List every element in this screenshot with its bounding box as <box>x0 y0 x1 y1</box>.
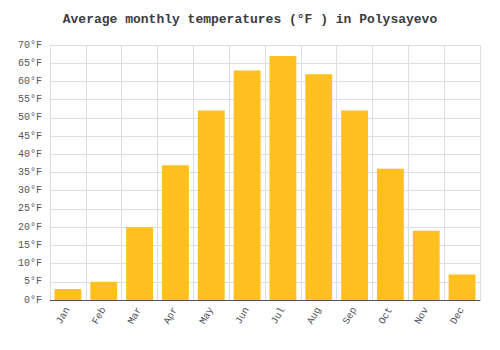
svg-text:Sep: Sep <box>341 305 360 326</box>
svg-text:20°F: 20°F <box>18 222 42 233</box>
svg-text:Dec: Dec <box>448 305 467 326</box>
svg-text:Aug: Aug <box>305 305 324 326</box>
svg-text:Jun: Jun <box>233 305 252 326</box>
svg-text:5°F: 5°F <box>24 276 42 287</box>
svg-text:40°F: 40°F <box>18 149 42 160</box>
svg-text:25°F: 25°F <box>18 203 42 214</box>
svg-text:Oct: Oct <box>377 305 396 326</box>
svg-text:Nov: Nov <box>412 305 431 326</box>
svg-text:50°F: 50°F <box>18 112 42 123</box>
svg-text:Jan: Jan <box>54 305 73 326</box>
svg-text:Average monthly temperatures (: Average monthly temperatures (°F ) in Po… <box>63 12 438 27</box>
svg-text:35°F: 35°F <box>18 167 42 178</box>
svg-text:30°F: 30°F <box>18 185 42 196</box>
svg-text:Feb: Feb <box>90 305 109 326</box>
svg-text:10°F: 10°F <box>18 258 42 269</box>
svg-text:Mar: Mar <box>126 305 145 326</box>
svg-text:15°F: 15°F <box>18 240 42 251</box>
svg-text:45°F: 45°F <box>18 131 42 142</box>
svg-text:May: May <box>197 305 216 326</box>
svg-text:0°F: 0°F <box>24 295 42 306</box>
svg-text:70°F: 70°F <box>18 40 42 51</box>
svg-text:Apr: Apr <box>162 305 181 326</box>
svg-text:55°F: 55°F <box>18 94 42 105</box>
svg-text:65°F: 65°F <box>18 58 42 69</box>
svg-text:60°F: 60°F <box>18 76 42 87</box>
svg-text:Jul: Jul <box>269 305 288 326</box>
